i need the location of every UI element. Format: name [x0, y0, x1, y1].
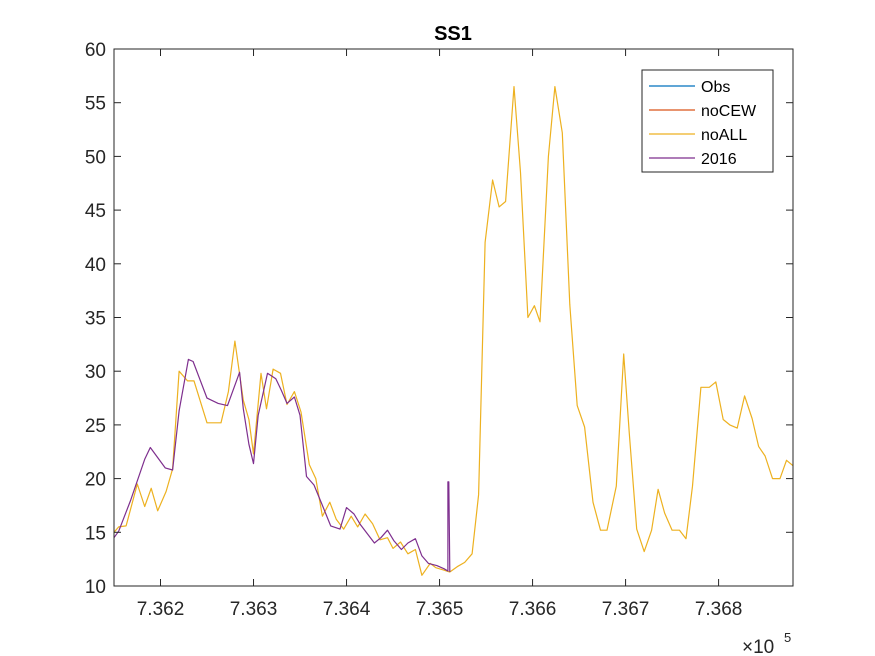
- x-tick-label: 7.363: [230, 599, 278, 620]
- series-line-2016: [113, 358, 451, 572]
- y-tick-label: 20: [85, 470, 106, 491]
- x-tick-label: 7.367: [602, 599, 650, 620]
- x-tick-label: 7.365: [416, 599, 464, 620]
- y-tick-label: 60: [85, 40, 106, 61]
- y-axis: 10 15 20 25 30 35 40 45 50 55 60: [85, 40, 793, 598]
- y-tick-label: 45: [85, 201, 106, 222]
- y-tick-label: 35: [85, 309, 106, 330]
- y-tick-label: 55: [85, 94, 106, 115]
- y-tick-label: 15: [85, 523, 106, 544]
- y-tick-label: 25: [85, 416, 106, 437]
- x-tick-label: 7.364: [323, 599, 371, 620]
- x-tick-label: 7.362: [137, 599, 185, 620]
- legend-label-nocew: noCEW: [701, 103, 757, 120]
- chart-title: SS1: [434, 23, 472, 45]
- legend-box: [641, 69, 774, 173]
- x-axis-exponent: ×10 5: [742, 630, 791, 656]
- x-tick-label: 7.366: [509, 599, 557, 620]
- y-tick-label: 30: [85, 362, 106, 383]
- x-axis-exponent-base: ×10: [742, 637, 774, 656]
- legend-label-noall: noALL: [701, 127, 747, 144]
- y-tick-label: 10: [85, 577, 106, 598]
- x-axis: 7.362 7.363 7.364 7.365 7.366 7.367 7.368: [137, 49, 743, 620]
- x-tick-label: 7.368: [695, 599, 743, 620]
- legend-label-2016: 2016: [701, 151, 737, 168]
- legend-label-obs: Obs: [701, 79, 730, 96]
- series-layer: [113, 85, 794, 576]
- legend: Obs noCEW noALL 2016: [641, 69, 774, 173]
- y-tick-label: 50: [85, 147, 106, 168]
- x-axis-exponent-power: 5: [784, 630, 791, 645]
- y-tick-label: 40: [85, 255, 106, 276]
